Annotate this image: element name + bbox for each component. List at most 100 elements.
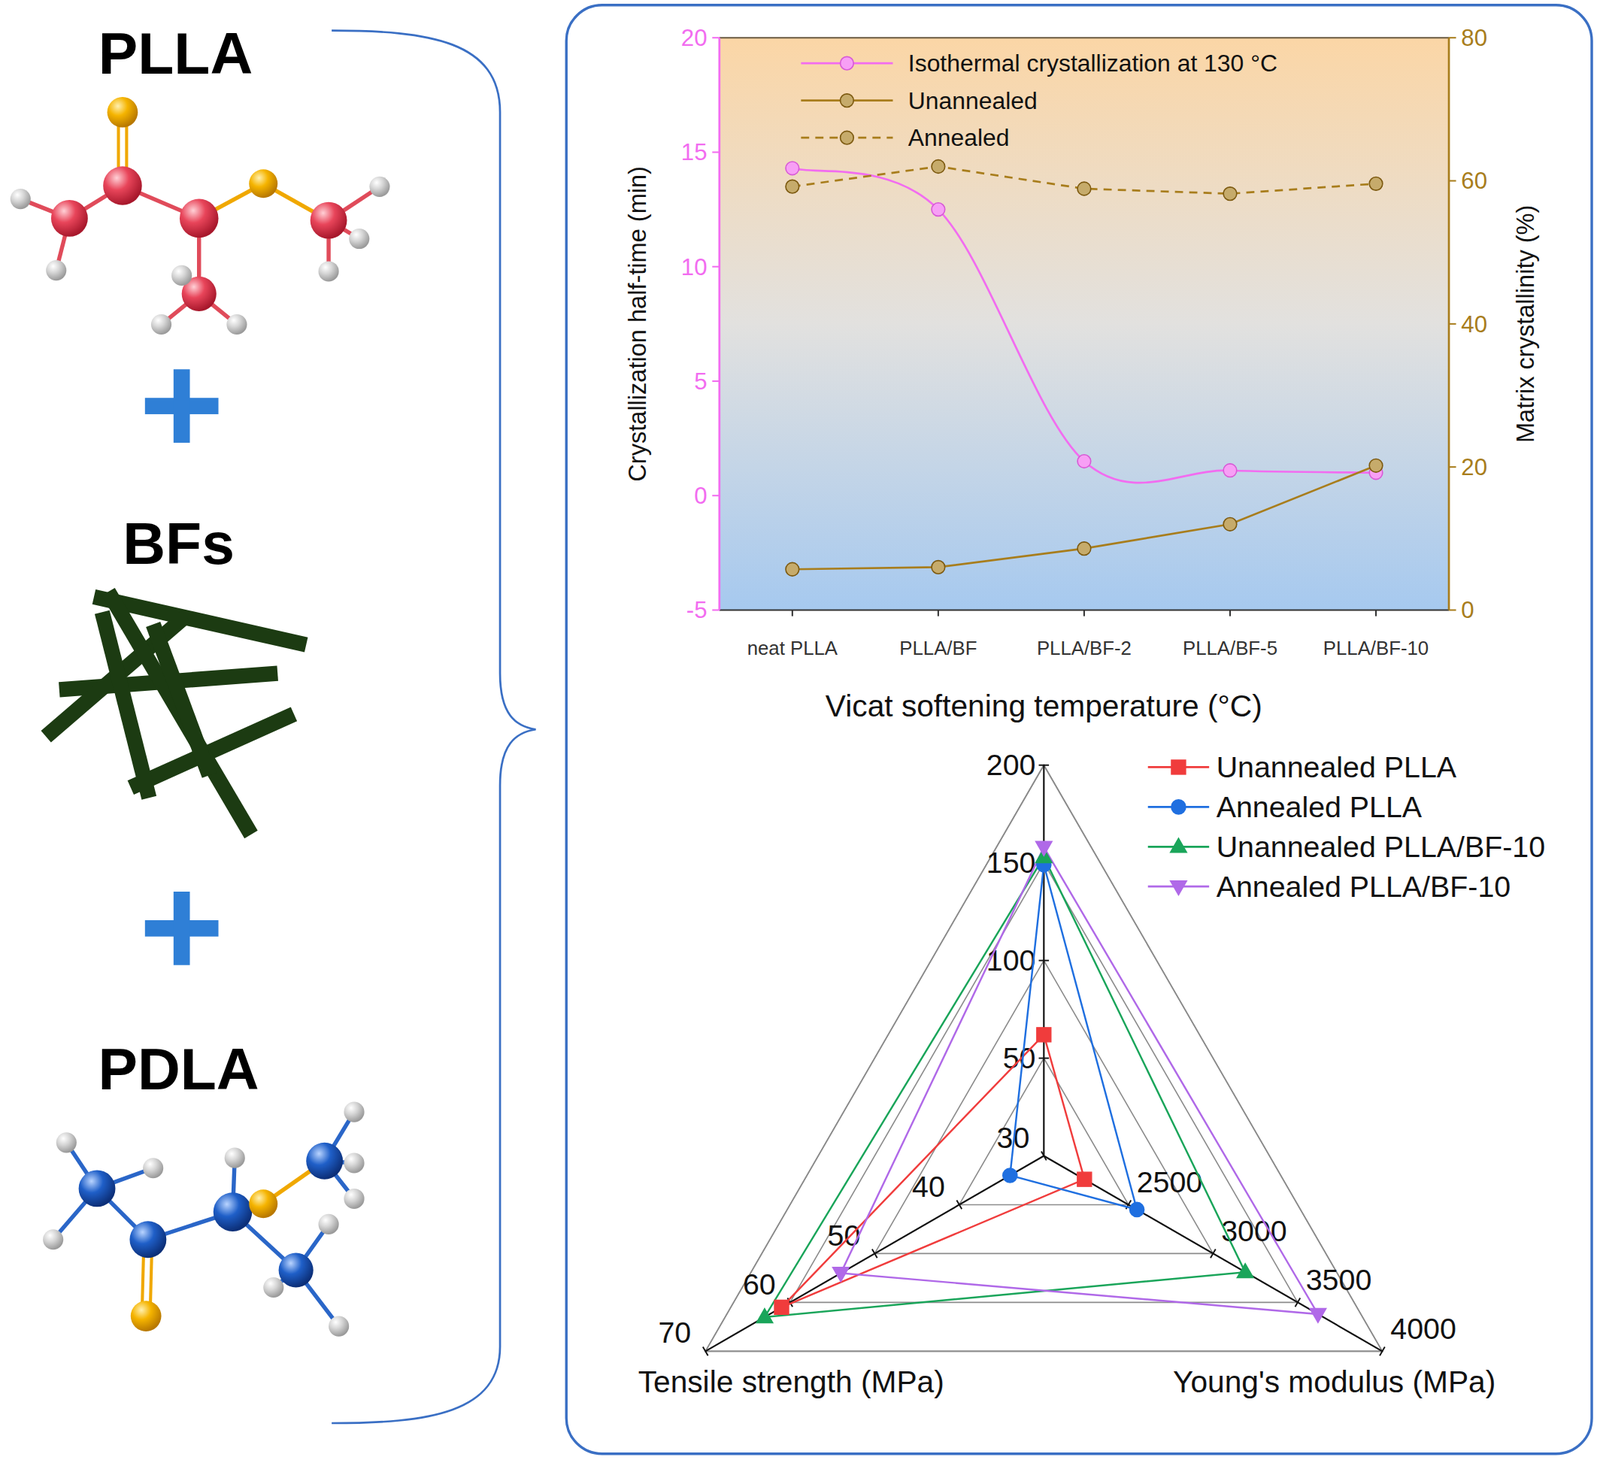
y-tick-label: 10: [681, 254, 708, 281]
legend: Unannealed PLLAAnnealed PLLAUnannealed P…: [1148, 750, 1546, 904]
marker: [1223, 517, 1237, 531]
atom: [10, 188, 31, 210]
series-polygon: [840, 847, 1319, 1315]
marker: [1223, 187, 1237, 201]
axis-title: Young's modulus (MPa): [1172, 1364, 1496, 1400]
legend-label: Isothermal crystallization at 130 °C: [908, 49, 1278, 77]
axis-tick-label: 60: [742, 1267, 776, 1301]
plot-area: [719, 37, 1449, 610]
marker: [931, 203, 946, 217]
atom: [343, 1102, 364, 1123]
fiber: [102, 612, 149, 798]
y2-tick-label: 60: [1460, 167, 1488, 194]
components: PLLABFsPDLA: [10, 20, 537, 1424]
axis-tick-label: 2500: [1136, 1165, 1204, 1199]
marker: [1035, 841, 1052, 856]
axis-tick: [1295, 1297, 1301, 1307]
frame-top: [719, 36, 1449, 39]
y-tick: [712, 380, 719, 382]
atom: [129, 1221, 167, 1258]
marker: [840, 56, 855, 70]
axis-title: Tensile strength (MPa): [638, 1364, 945, 1400]
marker: [1170, 881, 1188, 896]
atom: [263, 1277, 284, 1298]
axis-tick: [956, 1200, 962, 1210]
atom: [45, 260, 67, 281]
x-tick-label: PLLA/BF-10: [1323, 637, 1429, 659]
axis-tick-label: 100: [986, 943, 1037, 977]
radar-chart: 50100150200Vicat softening temperature (…: [638, 688, 1546, 1400]
atom: [343, 1152, 364, 1173]
y2-tick-label: 40: [1460, 311, 1488, 338]
atom: [224, 1148, 246, 1169]
atom: [369, 176, 390, 197]
y2-tick: [1448, 466, 1456, 468]
atom: [151, 314, 172, 335]
atom: [248, 169, 278, 198]
marker: [931, 560, 946, 575]
y2-tick-label: 80: [1460, 24, 1488, 52]
legend-label: Annealed PLLA: [1216, 790, 1423, 824]
marker: [1171, 760, 1186, 775]
atom: [51, 200, 88, 237]
series-polygon: [764, 857, 1246, 1318]
panel: [566, 5, 1592, 1455]
axis-tick: [872, 1249, 878, 1259]
spoke: [1043, 1155, 1382, 1352]
brace: [331, 30, 536, 1424]
y2-tick: [1448, 323, 1456, 325]
axis-tick: [1379, 1346, 1385, 1356]
marker: [1077, 542, 1091, 556]
y-axis-title: Crystallization half-time (min): [624, 166, 652, 482]
atom: [248, 1189, 278, 1219]
y-tick-label: 0: [693, 482, 707, 510]
legend-label: Unannealed PLLA: [1216, 750, 1458, 784]
x-tick: [791, 609, 794, 616]
x-tick: [1375, 609, 1377, 616]
atom: [310, 202, 348, 240]
atom: [318, 260, 339, 282]
atom: [42, 1229, 64, 1250]
figure: PLLABFsPDLA-505101520020406080neat PLLAP…: [0, 0, 1600, 1466]
marker: [785, 562, 800, 576]
axis-tick-label: 3500: [1306, 1263, 1373, 1297]
atom: [78, 1169, 116, 1207]
marker: [1077, 181, 1091, 196]
series-group: [785, 160, 1383, 576]
marker: [1170, 838, 1188, 853]
y-tick-label: 15: [681, 139, 708, 166]
fibers: [45, 591, 307, 835]
fiber: [153, 624, 210, 776]
marker: [840, 130, 855, 145]
atom: [107, 96, 139, 128]
marker: [1077, 1172, 1092, 1187]
axis-tick: [1039, 960, 1050, 962]
marker: [1036, 1027, 1052, 1043]
y2-tick-label: 0: [1460, 596, 1474, 624]
axis-tick: [1041, 1151, 1047, 1161]
marker: [1309, 1308, 1327, 1323]
marker: [1130, 1202, 1145, 1217]
x-tick-label: neat PLLA: [747, 637, 839, 659]
marker: [1223, 463, 1237, 478]
atom: [348, 228, 370, 249]
axis-tick: [1210, 1249, 1216, 1259]
marker: [774, 1300, 789, 1315]
marker: [1003, 1168, 1018, 1183]
y-tick: [712, 151, 719, 153]
plus: [173, 369, 191, 443]
legend-label: Annealed: [908, 124, 1010, 152]
x-tick: [1229, 609, 1231, 616]
atom: [328, 1316, 349, 1337]
atom: [318, 1214, 339, 1235]
x-tick-label: PLLA/BF: [899, 637, 977, 659]
y-tick-label: -5: [686, 596, 708, 624]
series-polygon: [781, 1034, 1085, 1308]
marker: [832, 1267, 849, 1282]
axis-tick-label: 40: [912, 1169, 946, 1204]
component-label: BFs: [122, 510, 235, 577]
y-axis: [718, 37, 721, 610]
y2-tick: [1448, 36, 1456, 39]
component-label: PLLA: [98, 20, 253, 87]
atom: [56, 1132, 77, 1153]
